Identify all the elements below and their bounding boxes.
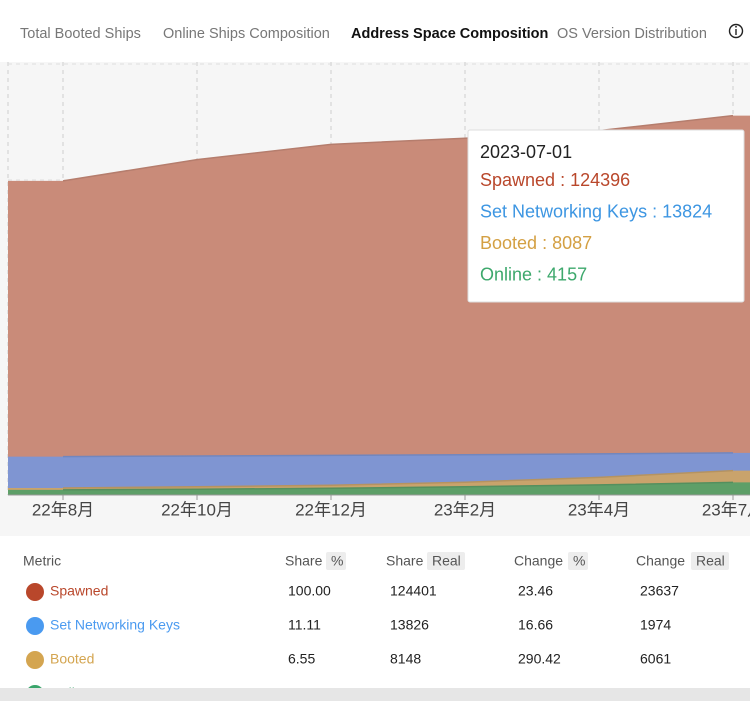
area-line <box>62 481 734 491</box>
x-tick-label: 23年4月 <box>568 500 630 519</box>
table-header: Share <box>386 553 424 569</box>
header-chip <box>568 552 588 570</box>
table-header: Share <box>285 553 323 569</box>
x-tick-label: 22年10月 <box>161 500 233 519</box>
row-dot <box>26 617 44 635</box>
table-header: Real <box>432 553 461 569</box>
tooltip-text: Set Networking Keys <box>480 201 647 221</box>
tooltip <box>467 129 745 303</box>
tooltip-date: 2023-07-01 <box>480 142 572 162</box>
table-header: Metric <box>23 553 61 569</box>
tooltip-text: Spawned <box>480 170 555 190</box>
tooltip-text: : <box>537 233 552 253</box>
table-cell: 11.11 <box>288 617 321 633</box>
tooltip-text: : <box>532 264 547 284</box>
tooltip-text: 8087 <box>552 233 592 253</box>
content: Total Booted Ships Online Ships Compositi… <box>0 26 750 701</box>
tooltip-text: Online <box>480 264 532 284</box>
x-tick-label: 23年7月 <box>702 500 750 519</box>
tooltip-item: Spawned : 124396 <box>480 170 630 190</box>
tooltip-item: Online : 4157 <box>480 264 587 284</box>
tooltip-text: Booted <box>480 233 537 253</box>
table-cell: 6.55 <box>288 651 315 667</box>
row-dot <box>26 583 44 601</box>
row-name: Booted <box>50 651 94 667</box>
tooltip-text: : <box>555 170 570 190</box>
table-cell: 124401 <box>390 583 437 599</box>
table-cell: 13826 <box>390 617 429 633</box>
x-tick-label: 23年2月 <box>434 500 496 519</box>
tab[interactable]: Total Booted Ships <box>20 26 141 42</box>
table-cell: 1974 <box>640 617 671 633</box>
row-name: Set Networking Keys <box>50 617 180 633</box>
table-cell: 8148 <box>390 651 421 667</box>
table-cell: 23.46 <box>518 583 553 599</box>
area-line <box>62 114 734 182</box>
table-cell: 23637 <box>640 583 679 599</box>
area-line <box>62 469 734 489</box>
tooltip-item: Booted : 8087 <box>480 233 592 253</box>
area-line <box>62 452 734 458</box>
tab[interactable]: OS Version Distribution <box>557 26 707 42</box>
tooltip-text: 4157 <box>547 264 587 284</box>
table-header: Real <box>696 553 725 569</box>
table-cell: 16.66 <box>518 617 553 633</box>
tooltip-text: : <box>647 201 662 221</box>
table-header: % <box>573 553 585 569</box>
tab[interactable]: Online Ships Composition <box>163 26 330 42</box>
table-cell: 290.42 <box>518 651 561 667</box>
tab[interactable]: Address Space Composition <box>351 26 548 42</box>
tooltip-item: Set Networking Keys : 13824 <box>480 201 712 221</box>
table-cell: 6061 <box>640 651 671 667</box>
table-header: Change <box>636 553 685 569</box>
info-icon-dot <box>735 25 737 28</box>
info-icon[interactable] <box>728 23 744 39</box>
row-dot <box>26 651 44 669</box>
bottom-bar <box>0 688 750 701</box>
table-header: Change <box>514 553 563 569</box>
tooltip-text: 13824 <box>662 201 712 221</box>
header-chip <box>427 552 465 570</box>
table-cell: 100.00 <box>288 583 331 599</box>
row-name: Spawned <box>50 583 108 599</box>
tooltip-text: 124396 <box>570 170 630 190</box>
header-chip <box>326 552 346 570</box>
header-chip <box>691 552 729 570</box>
table-header: % <box>331 553 343 569</box>
x-tick-label: 22年8月 <box>32 500 94 519</box>
x-tick-label: 22年12月 <box>295 500 367 519</box>
